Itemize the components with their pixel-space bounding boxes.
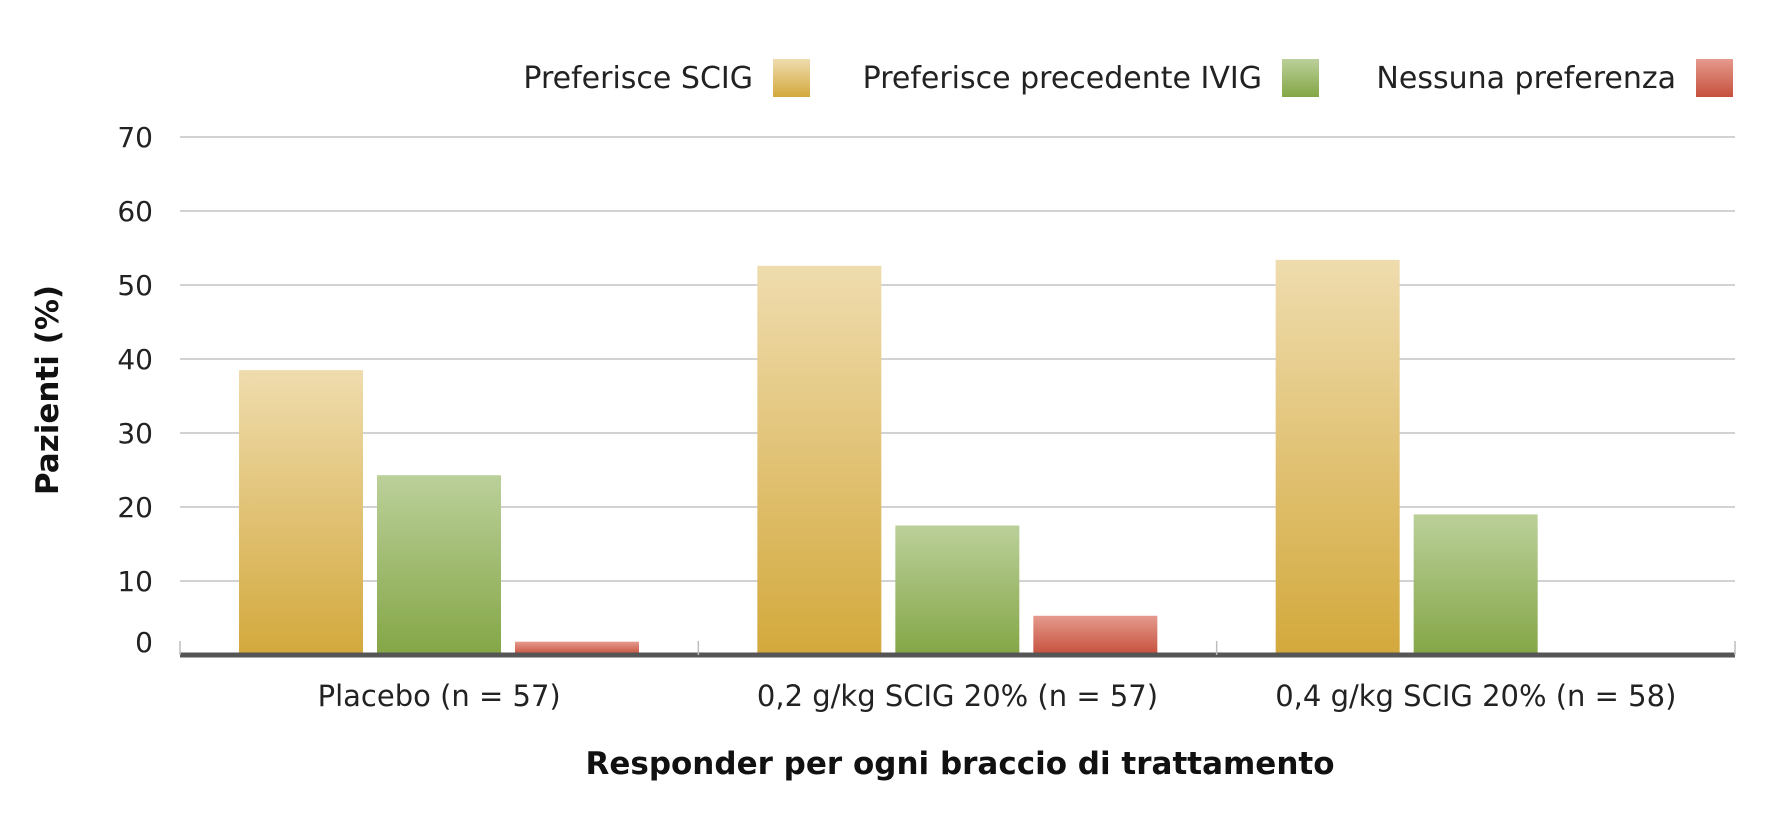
bar-preferisce-scig-1 (757, 265, 882, 655)
y-tick-label: 10 (117, 565, 153, 598)
x-tick-label: 0,2 g/kg SCIG 20% (n = 57) (757, 679, 1158, 713)
y-tick-label: 60 (117, 195, 153, 228)
bar-preferisce-scig-0 (239, 370, 363, 655)
bar-preferisce-precedente-ivig-2 (1413, 514, 1538, 655)
legend-swatch (773, 59, 810, 97)
legend-label: Preferisce precedente IVIG (863, 61, 1262, 96)
y-tick-label: 30 (117, 417, 153, 450)
y-axis-ticks: 0 10 20 30 40 50 60 70 (117, 121, 153, 659)
legend-swatch (1282, 59, 1319, 97)
y-axis-title: Pazienti (%) (30, 285, 66, 495)
y-tick-label: 70 (117, 121, 153, 154)
bar-preferisce-precedente-ivig-1 (895, 525, 1020, 655)
bar-nessuna-preferenza-1 (1033, 615, 1158, 655)
x-axis (179, 641, 1736, 658)
x-tick-label: 0,4 g/kg SCIG 20% (n = 58) (1275, 679, 1676, 713)
x-axis-labels: Placebo (n = 57) 0,2 g/kg SCIG 20% (n = 5… (318, 679, 1677, 713)
y-tick-label: 40 (117, 343, 153, 376)
x-axis-title: Responder per ogni braccio di trattament… (585, 746, 1334, 782)
y-tick-label: 0 (135, 626, 153, 659)
bar-preferisce-precedente-ivig-0 (377, 475, 501, 655)
bars (239, 259, 1538, 655)
bar-preferisce-scig-2 (1275, 259, 1400, 655)
y-tick-label: 50 (117, 269, 153, 302)
x-tick-label: Placebo (n = 57) (318, 679, 561, 713)
bar-nessuna-preferenza-0 (515, 641, 639, 655)
legend-label: Preferisce SCIG (523, 61, 753, 96)
legend-swatch (1696, 59, 1733, 97)
legend-label: Nessuna preferenza (1376, 61, 1676, 96)
y-tick-label: 20 (117, 491, 153, 524)
legend: Preferisce SCIG Preferisce precedente IVI… (523, 59, 1733, 97)
